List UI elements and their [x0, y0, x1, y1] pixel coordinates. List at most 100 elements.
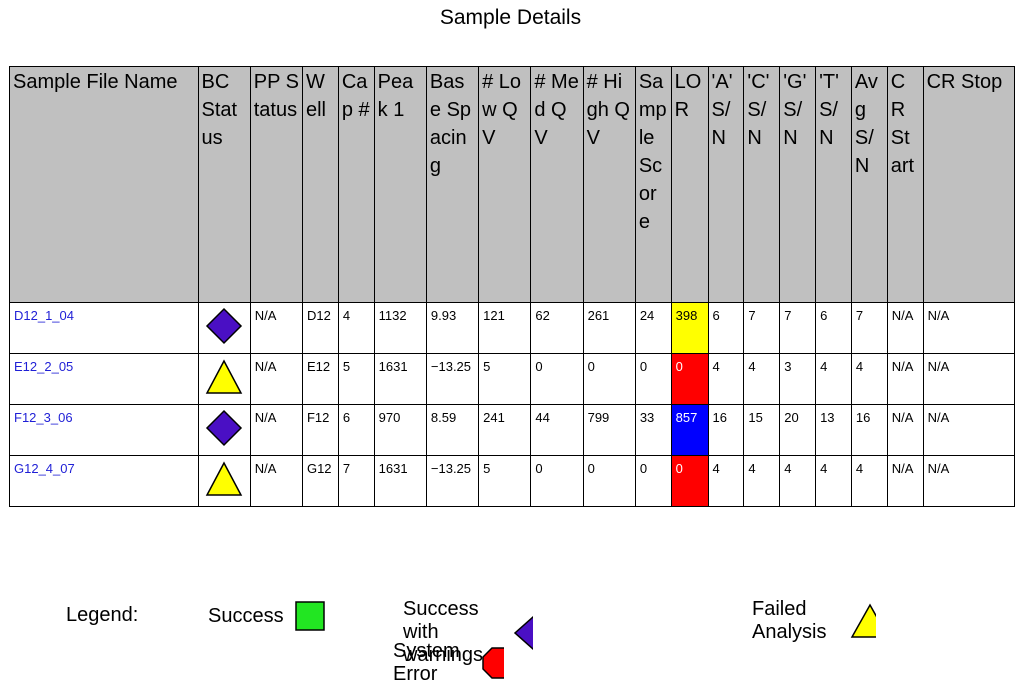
sample-file-link[interactable]: D12_1_04 [14, 308, 74, 323]
legend-success: Success [208, 600, 326, 632]
column-header: PP Status [249, 66, 303, 303]
well-cell: E12 [301, 353, 339, 405]
sample-file-link[interactable]: E12_2_05 [14, 359, 74, 374]
column-header: CR Start [886, 66, 924, 303]
column-header: # High QV [582, 66, 636, 303]
table-row: F12_3_06 N/A F12 6 970 8.59 241 44 799 33 857 16 15 2… [9, 404, 1016, 456]
success-warnings-diamond-icon [206, 409, 243, 447]
t-sn-cell: 4 [815, 353, 852, 405]
low-qv-cell: 5 [478, 455, 532, 507]
base-spacing-cell: 9.93 [425, 302, 480, 354]
c-sn-cell: 15 [743, 404, 781, 456]
legend-system-error: System Error [393, 640, 504, 686]
sample-file-cell: F12_3_06 [9, 404, 199, 456]
g-sn-cell: 7 [779, 302, 817, 354]
t-sn-cell: 13 [815, 404, 852, 456]
high-qv-cell: 0 [582, 353, 636, 405]
legend-success-label: Success [208, 604, 284, 627]
a-sn-cell: 4 [707, 455, 745, 507]
t-sn-cell: 4 [815, 455, 852, 507]
cr-start-cell: N/A [886, 404, 924, 456]
avg-sn-cell: 4 [850, 455, 888, 507]
lor-cell: 0 [670, 353, 709, 405]
pp-cell: N/A [249, 353, 303, 405]
success-square-icon [294, 601, 325, 631]
failed-triangle-icon [850, 603, 877, 638]
a-sn-cell: 4 [707, 353, 745, 405]
system-error-octagon-icon [482, 647, 504, 679]
bc-status-cell [197, 353, 251, 405]
table-row: D12_1_04 N/A D12 4 1132 9.93 121 62 261 24 398 6 7 7 6… [9, 302, 1016, 354]
sample-details-table: Sample File Name BC Status PP Status Well Ca… [9, 66, 1016, 507]
column-header: 'C' S/N [743, 66, 781, 303]
table-row: E12_2_05 N/A E12 5 1631 −13.25 5 0 0 0 0 4 4 3 4 4 N/A N/… [9, 353, 1016, 405]
avg-sn-cell: 4 [850, 353, 888, 405]
column-header: Sample File Name [9, 66, 199, 303]
g-sn-cell: 20 [779, 404, 817, 456]
med-qv-cell: 44 [530, 404, 584, 456]
cr-stop-cell: N/A [922, 455, 1016, 507]
column-header: Peak 1 [373, 66, 427, 303]
column-header: Sample Score [634, 66, 672, 303]
cr-start-cell: N/A [886, 302, 924, 354]
column-header: 'T' S/N [815, 66, 852, 303]
g-sn-cell: 3 [779, 353, 817, 405]
legend-system-error-label: System Error [393, 640, 460, 685]
sample-file-cell: G12_4_07 [9, 455, 199, 507]
column-header: Well [301, 66, 339, 303]
legend-success-warnings: Success with warnings [403, 598, 534, 667]
c-sn-cell: 4 [743, 353, 781, 405]
failed-triangle-icon [205, 359, 243, 394]
low-qv-cell: 121 [478, 302, 532, 354]
sample-file-cell: D12_1_04 [9, 302, 199, 354]
well-cell: F12 [301, 404, 339, 456]
score-cell: 0 [634, 455, 672, 507]
success-warnings-diamond-icon [514, 615, 534, 650]
pp-cell: N/A [249, 404, 303, 456]
column-header: Base Spacing [425, 66, 480, 303]
cap-cell: 4 [337, 302, 375, 354]
low-qv-cell: 5 [478, 353, 532, 405]
g-sn-cell: 4 [779, 455, 817, 507]
lor-cell: 0 [670, 455, 709, 507]
peak1-cell: 970 [373, 404, 427, 456]
med-qv-cell: 62 [530, 302, 584, 354]
base-spacing-cell: −13.25 [425, 353, 480, 405]
cr-stop-cell: N/A [922, 404, 1016, 456]
legend-failed: Failed Analysis [752, 598, 877, 644]
column-header: Cap # [337, 66, 375, 303]
pp-cell: N/A [249, 302, 303, 354]
low-qv-cell: 241 [478, 404, 532, 456]
table-row: G12_4_07 N/A G12 7 1631 −13.25 5 0 0 0 0 4 4 4 4 4 N/A N/… [9, 455, 1016, 507]
peak1-cell: 1631 [373, 353, 427, 405]
cap-cell: 6 [337, 404, 375, 456]
column-header: LOR [670, 66, 709, 303]
failed-triangle-icon [205, 461, 243, 496]
well-cell: G12 [301, 455, 339, 507]
c-sn-cell: 7 [743, 302, 781, 354]
c-sn-cell: 4 [743, 455, 781, 507]
med-qv-cell: 0 [530, 455, 584, 507]
peak1-cell: 1631 [373, 455, 427, 507]
score-cell: 33 [634, 404, 672, 456]
t-sn-cell: 6 [815, 302, 852, 354]
sample-file-link[interactable]: G12_4_07 [14, 461, 75, 476]
legend-label: Legend: [66, 604, 138, 627]
sample-file-link[interactable]: F12_3_06 [14, 410, 73, 425]
cap-cell: 7 [337, 455, 375, 507]
bc-status-cell [197, 455, 251, 507]
med-qv-cell: 0 [530, 353, 584, 405]
column-header: # Low QV [478, 66, 532, 303]
column-header: 'A' S/N [707, 66, 745, 303]
cr-stop-cell: N/A [922, 353, 1016, 405]
score-cell: 24 [634, 302, 672, 354]
column-header: CR Stop [922, 66, 1016, 303]
column-header: # Med QV [530, 66, 584, 303]
column-header: BC Status [197, 66, 251, 303]
high-qv-cell: 261 [582, 302, 636, 354]
high-qv-cell: 0 [582, 455, 636, 507]
cap-cell: 5 [337, 353, 375, 405]
well-cell: D12 [301, 302, 339, 354]
avg-sn-cell: 7 [850, 302, 888, 354]
pp-cell: N/A [249, 455, 303, 507]
